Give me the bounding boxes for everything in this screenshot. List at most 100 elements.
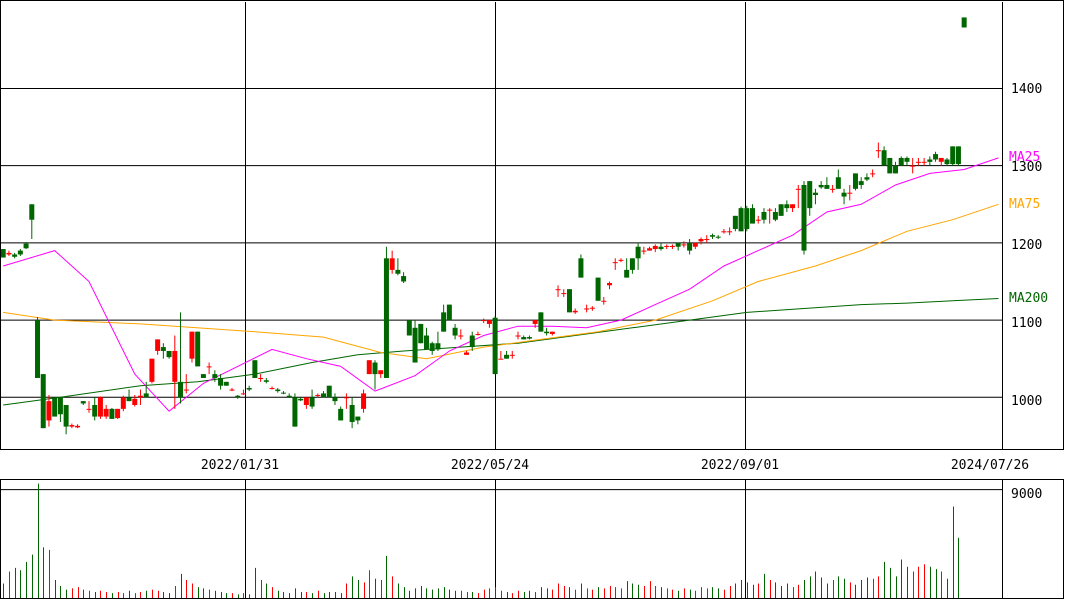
candle-up bbox=[475, 331, 481, 336]
candle-body bbox=[355, 416, 361, 421]
y-tick-label: 1000 bbox=[1011, 394, 1042, 409]
candle-down bbox=[898, 156, 904, 166]
candle-up bbox=[183, 374, 189, 394]
candle-up bbox=[46, 394, 52, 427]
candle-up bbox=[189, 331, 195, 363]
candle-body bbox=[17, 250, 23, 255]
volume-y-tick-label: 9000 bbox=[1011, 487, 1042, 502]
candle-up bbox=[618, 258, 624, 263]
candle-body bbox=[544, 331, 550, 334]
candle-down bbox=[372, 360, 378, 390]
candle-up bbox=[481, 318, 487, 324]
candle-down bbox=[200, 374, 206, 378]
candle-body bbox=[950, 146, 956, 165]
candle-up bbox=[555, 285, 561, 297]
candle-down bbox=[544, 327, 550, 336]
candle-body bbox=[418, 323, 424, 344]
candle-body bbox=[349, 404, 355, 422]
candle-body bbox=[715, 236, 721, 238]
candle-up bbox=[464, 350, 470, 355]
x-tick-label: 2022/01/31 bbox=[201, 458, 279, 473]
candle-down bbox=[383, 246, 389, 378]
candle-down bbox=[578, 254, 584, 278]
candle-down bbox=[423, 327, 429, 350]
candle-up bbox=[681, 241, 687, 248]
candle-body bbox=[137, 395, 143, 398]
candle-down bbox=[933, 151, 939, 162]
candle-body bbox=[446, 304, 452, 321]
candle-body bbox=[589, 307, 595, 309]
candle-up bbox=[601, 296, 607, 305]
candle-body bbox=[601, 300, 607, 302]
candle-up bbox=[137, 389, 143, 405]
candle-up bbox=[229, 388, 235, 392]
candle-body bbox=[778, 204, 784, 216]
candle-down bbox=[864, 173, 870, 182]
candle-down bbox=[355, 416, 361, 425]
candle-up bbox=[847, 184, 853, 201]
candle-body bbox=[240, 393, 246, 395]
candle-body bbox=[526, 337, 532, 339]
candle-down bbox=[126, 389, 132, 402]
candle-body bbox=[538, 312, 544, 332]
candle-body bbox=[143, 393, 149, 398]
candle-down bbox=[904, 156, 910, 166]
candle-down bbox=[212, 370, 218, 382]
candle-down bbox=[538, 312, 544, 332]
candle-up bbox=[664, 244, 670, 250]
candle-body bbox=[155, 339, 161, 351]
candle-body bbox=[189, 331, 195, 359]
candle-body bbox=[675, 242, 681, 247]
candle-body bbox=[178, 381, 184, 398]
candle-down bbox=[658, 242, 664, 251]
candle-up bbox=[69, 423, 75, 429]
candle-down bbox=[29, 204, 35, 240]
candle-down bbox=[40, 374, 46, 429]
candle-up bbox=[515, 331, 521, 340]
candle-up bbox=[652, 244, 658, 253]
candle-body bbox=[29, 204, 35, 220]
candle-body bbox=[92, 404, 98, 417]
candle-body bbox=[458, 335, 464, 337]
candle-down bbox=[761, 208, 767, 224]
candle-body bbox=[498, 358, 504, 360]
candle-up bbox=[269, 386, 275, 390]
candle-down bbox=[401, 272, 407, 284]
candle-body bbox=[647, 248, 653, 251]
candle-body bbox=[910, 165, 916, 167]
candle-body bbox=[612, 262, 618, 264]
candle-down bbox=[961, 17, 967, 28]
candle-body bbox=[332, 397, 338, 402]
candle-down bbox=[286, 393, 292, 399]
candle-body bbox=[120, 397, 126, 409]
price-panel-border bbox=[0, 0, 1064, 450]
candle-body bbox=[864, 177, 870, 180]
ma200-label: MA200 bbox=[1009, 291, 1048, 306]
candle-down bbox=[446, 304, 452, 321]
candle-up bbox=[830, 184, 836, 193]
candle-down bbox=[280, 391, 286, 395]
candle-down bbox=[732, 215, 738, 232]
candle-body bbox=[858, 181, 864, 185]
candle-down bbox=[275, 388, 281, 393]
candle-down bbox=[818, 181, 824, 189]
candle-up bbox=[240, 389, 246, 395]
candlestick-series bbox=[0, 17, 967, 435]
candle-body bbox=[504, 354, 510, 359]
candle-up bbox=[572, 308, 578, 314]
candle-down bbox=[944, 157, 950, 166]
candle-body bbox=[412, 327, 418, 363]
candle-body bbox=[669, 245, 675, 247]
candle-up bbox=[486, 320, 492, 328]
candle-down bbox=[852, 173, 858, 191]
candle-down bbox=[772, 208, 778, 222]
candle-up bbox=[589, 306, 595, 311]
candle-body bbox=[452, 327, 458, 336]
candle-up bbox=[584, 304, 590, 313]
candle-body bbox=[80, 401, 86, 404]
candle-down bbox=[326, 385, 332, 398]
x-tick-label: 2022/09/01 bbox=[701, 458, 779, 473]
candle-down bbox=[12, 252, 18, 259]
candle-up bbox=[258, 374, 264, 382]
